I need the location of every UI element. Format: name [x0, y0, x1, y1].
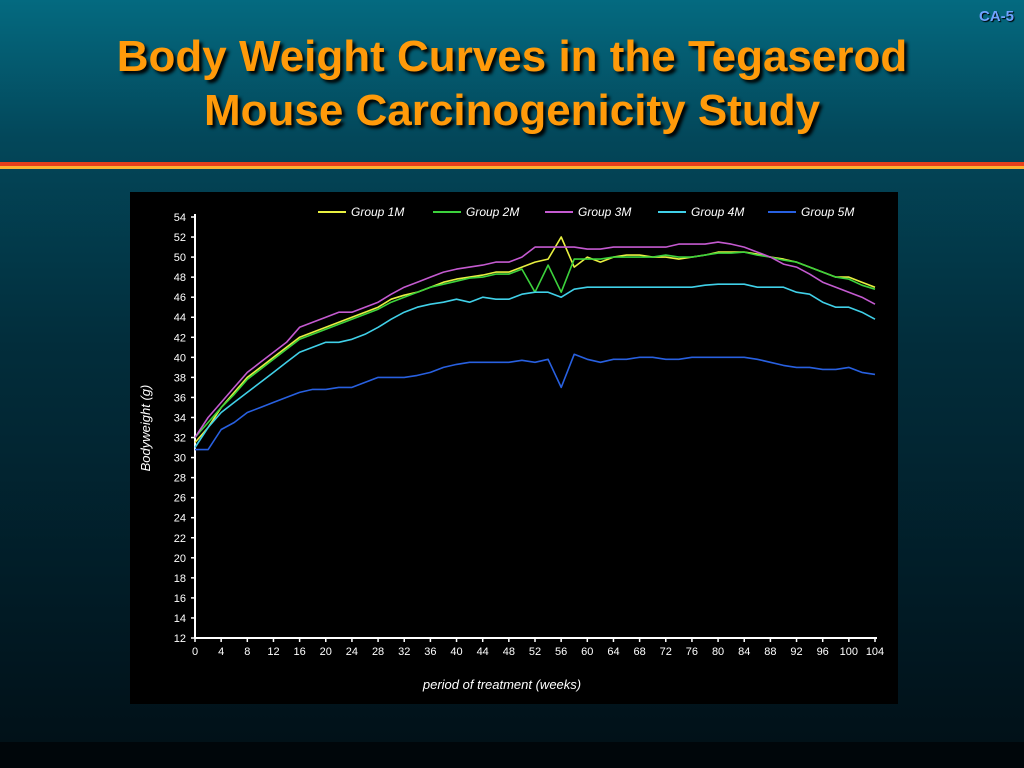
x-tick-label: 16	[293, 646, 305, 658]
x-tick-label: 84	[738, 646, 750, 658]
y-tick-label: 50	[174, 252, 186, 264]
x-tick-label: 64	[607, 646, 619, 658]
y-tick-label: 26	[174, 493, 186, 505]
legend-label: Group 3M	[578, 205, 631, 219]
y-tick-label: 18	[174, 573, 186, 585]
y-tick-label: 20	[174, 553, 186, 565]
y-tick-label: 44	[174, 312, 186, 324]
y-tick-label: 34	[174, 412, 186, 424]
x-tick-label: 0	[192, 646, 198, 658]
x-axis: 0 4 8 12 16 20 24 28 32 36 40 44 48 52 56 60 64 68 72 76 80 8…	[192, 637, 884, 658]
y-tick-label: 28	[174, 473, 186, 485]
y-tick-label: 22	[174, 533, 186, 545]
slide-title: Body Weight Curves in the Tegaserod Mous…	[0, 30, 1024, 138]
y-tick-label: 32	[174, 433, 186, 445]
y-tick-label: 14	[174, 613, 186, 625]
legend-label: Group 5M	[801, 205, 854, 219]
x-tick-label: 40	[450, 646, 462, 658]
y-tick-label: 36	[174, 392, 186, 404]
chart-legend: Group 1M Group 2M Group 3M Group 4M Group 5M	[318, 205, 854, 219]
x-tick-label: 44	[477, 646, 489, 658]
y-axis-label: Bodyweight (g)	[138, 385, 153, 472]
series-lines	[194, 236, 876, 451]
y-tick-label: 46	[174, 292, 186, 304]
x-tick-label: 68	[633, 646, 645, 658]
legend-label: Group 2M	[466, 205, 519, 219]
x-tick-label: 72	[660, 646, 672, 658]
x-tick-label: 8	[244, 646, 250, 658]
title-divider-red	[0, 162, 1024, 166]
legend-label: Group 1M	[351, 205, 404, 219]
x-tick-label: 12	[267, 646, 279, 658]
x-tick-label: 32	[398, 646, 410, 658]
x-tick-label: 92	[790, 646, 802, 658]
series-line-group-1m	[194, 236, 876, 444]
slide-title-line1: Body Weight Curves in the Tegaserod	[116, 32, 908, 81]
x-tick-label: 20	[320, 646, 332, 658]
x-tick-label: 4	[218, 646, 224, 658]
x-tick-label: 60	[581, 646, 593, 658]
y-tick-label: 40	[174, 352, 186, 364]
x-tick-label: 76	[686, 646, 698, 658]
y-tick-label: 12	[174, 633, 186, 645]
x-tick-label: 48	[503, 646, 515, 658]
y-tick-label: 54	[174, 212, 186, 224]
x-tick-label: 104	[866, 646, 884, 658]
y-tick-label: 16	[174, 593, 186, 605]
slide-number: CA-5	[978, 8, 1014, 25]
x-tick-label: 96	[817, 646, 829, 658]
y-tick-label: 30	[174, 453, 186, 465]
series-line-group-5m	[195, 353, 876, 451]
x-tick-label: 80	[712, 646, 724, 658]
chart-panel: Group 1M Group 2M Group 3M Group 4M Group 5M…	[130, 192, 898, 704]
series-line-group-2m	[194, 251, 876, 439]
x-tick-label: 28	[372, 646, 384, 658]
x-tick-label: 36	[424, 646, 436, 658]
series-line-group-4m	[194, 283, 876, 448]
y-tick-label: 24	[174, 513, 186, 525]
x-tick-label: 56	[555, 646, 567, 658]
x-axis-label: period of treatment (weeks)	[422, 677, 581, 692]
x-tick-label: 52	[529, 646, 541, 658]
y-tick-label: 38	[174, 372, 186, 384]
body-weight-chart: Group 1M Group 2M Group 3M Group 4M Group 5M…	[138, 205, 884, 692]
slide-title-line2: Mouse Carcinogenicity Study	[203, 86, 821, 135]
y-axis: 12 14 16 18 20 22 24 26 28 30 32 34 36 38 40 42 44 46 48 50…	[174, 212, 196, 645]
x-tick-label: 100	[840, 646, 858, 658]
y-tick-label: 42	[174, 332, 186, 344]
title-divider-orange	[0, 166, 1024, 169]
footer-band	[0, 742, 1024, 768]
series-line-group-3m	[194, 241, 876, 438]
legend-label: Group 4M	[691, 205, 744, 219]
y-tick-label: 48	[174, 272, 186, 284]
x-tick-label: 24	[346, 646, 358, 658]
y-tick-label: 52	[174, 232, 186, 244]
x-tick-label: 88	[764, 646, 776, 658]
